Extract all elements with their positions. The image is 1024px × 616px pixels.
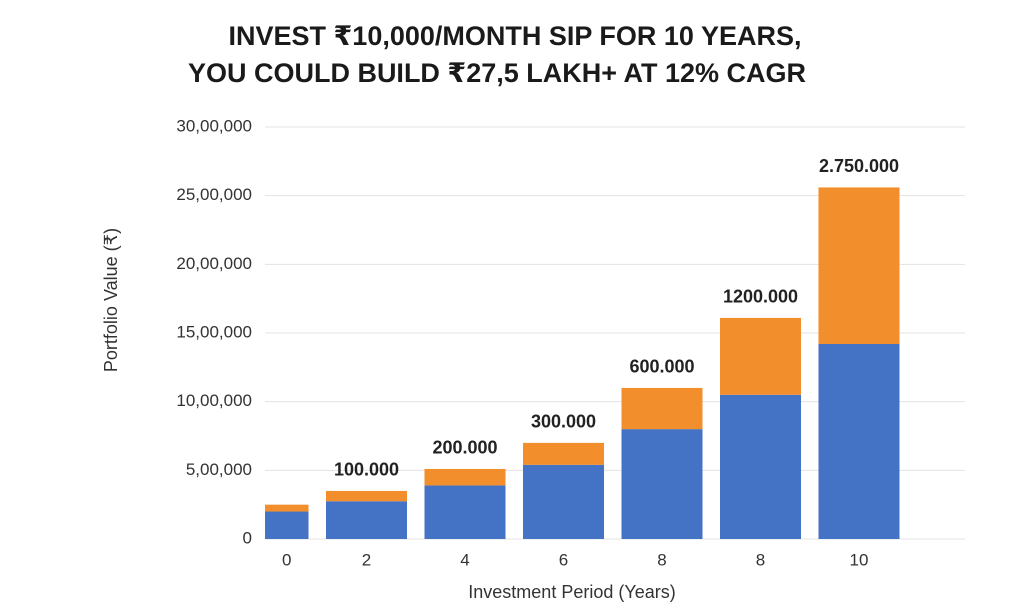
bar-segment xyxy=(621,387,703,430)
y-tick-label: 30,00,000 xyxy=(176,116,252,135)
chart-title: YOU COULD BUILD ₹27,5 LAKH+ AT 12% CAGR xyxy=(188,58,806,88)
y-tick-label: 15,00,000 xyxy=(176,322,252,341)
bar-annotation: 200.000 xyxy=(432,438,497,458)
y-axis-label: Portfolio Value (₹) xyxy=(101,228,121,372)
y-tick-label: 5,00,000 xyxy=(186,460,252,479)
x-tick-label: 10 xyxy=(850,550,869,569)
bar-segment xyxy=(265,511,309,539)
y-tick-label: 10,00,000 xyxy=(176,391,252,410)
x-tick-label: 8 xyxy=(657,550,666,569)
y-tick-label: 20,00,000 xyxy=(176,254,252,273)
bar-annotation: 100.000 xyxy=(334,460,399,480)
chart-title: INVEST ₹10,000/MONTH SIP FOR 10 YEARS, xyxy=(229,21,802,51)
x-axis-label: Investment Period (Years) xyxy=(468,582,675,602)
bar-annotation: 2.750.000 xyxy=(819,156,899,176)
x-tick-label: 2 xyxy=(362,550,371,569)
bar-annotation: 300.000 xyxy=(531,412,596,432)
bar-segment xyxy=(523,442,604,465)
bar-annotation: 600.000 xyxy=(629,357,694,377)
bar-segment xyxy=(326,501,407,539)
x-tick-label: 8 xyxy=(756,550,765,569)
x-tick-label: 4 xyxy=(460,550,469,569)
bar-segment xyxy=(720,394,801,539)
bar-segment xyxy=(720,317,801,395)
bar-segment xyxy=(523,464,604,539)
x-tick-label: 0 xyxy=(282,550,291,569)
bar-annotation: 1200.000 xyxy=(723,287,798,307)
x-tick-label: 6 xyxy=(559,550,568,569)
bar-segment xyxy=(621,429,703,539)
bar-segment xyxy=(424,485,506,539)
bar-segment xyxy=(818,343,900,539)
bar-segment xyxy=(326,490,407,502)
bar-segment xyxy=(265,504,309,512)
y-tick-label: 0 xyxy=(243,528,252,547)
bar-segment xyxy=(818,187,900,344)
y-tick-label: 25,00,000 xyxy=(176,185,252,204)
bar-segment xyxy=(424,468,506,486)
